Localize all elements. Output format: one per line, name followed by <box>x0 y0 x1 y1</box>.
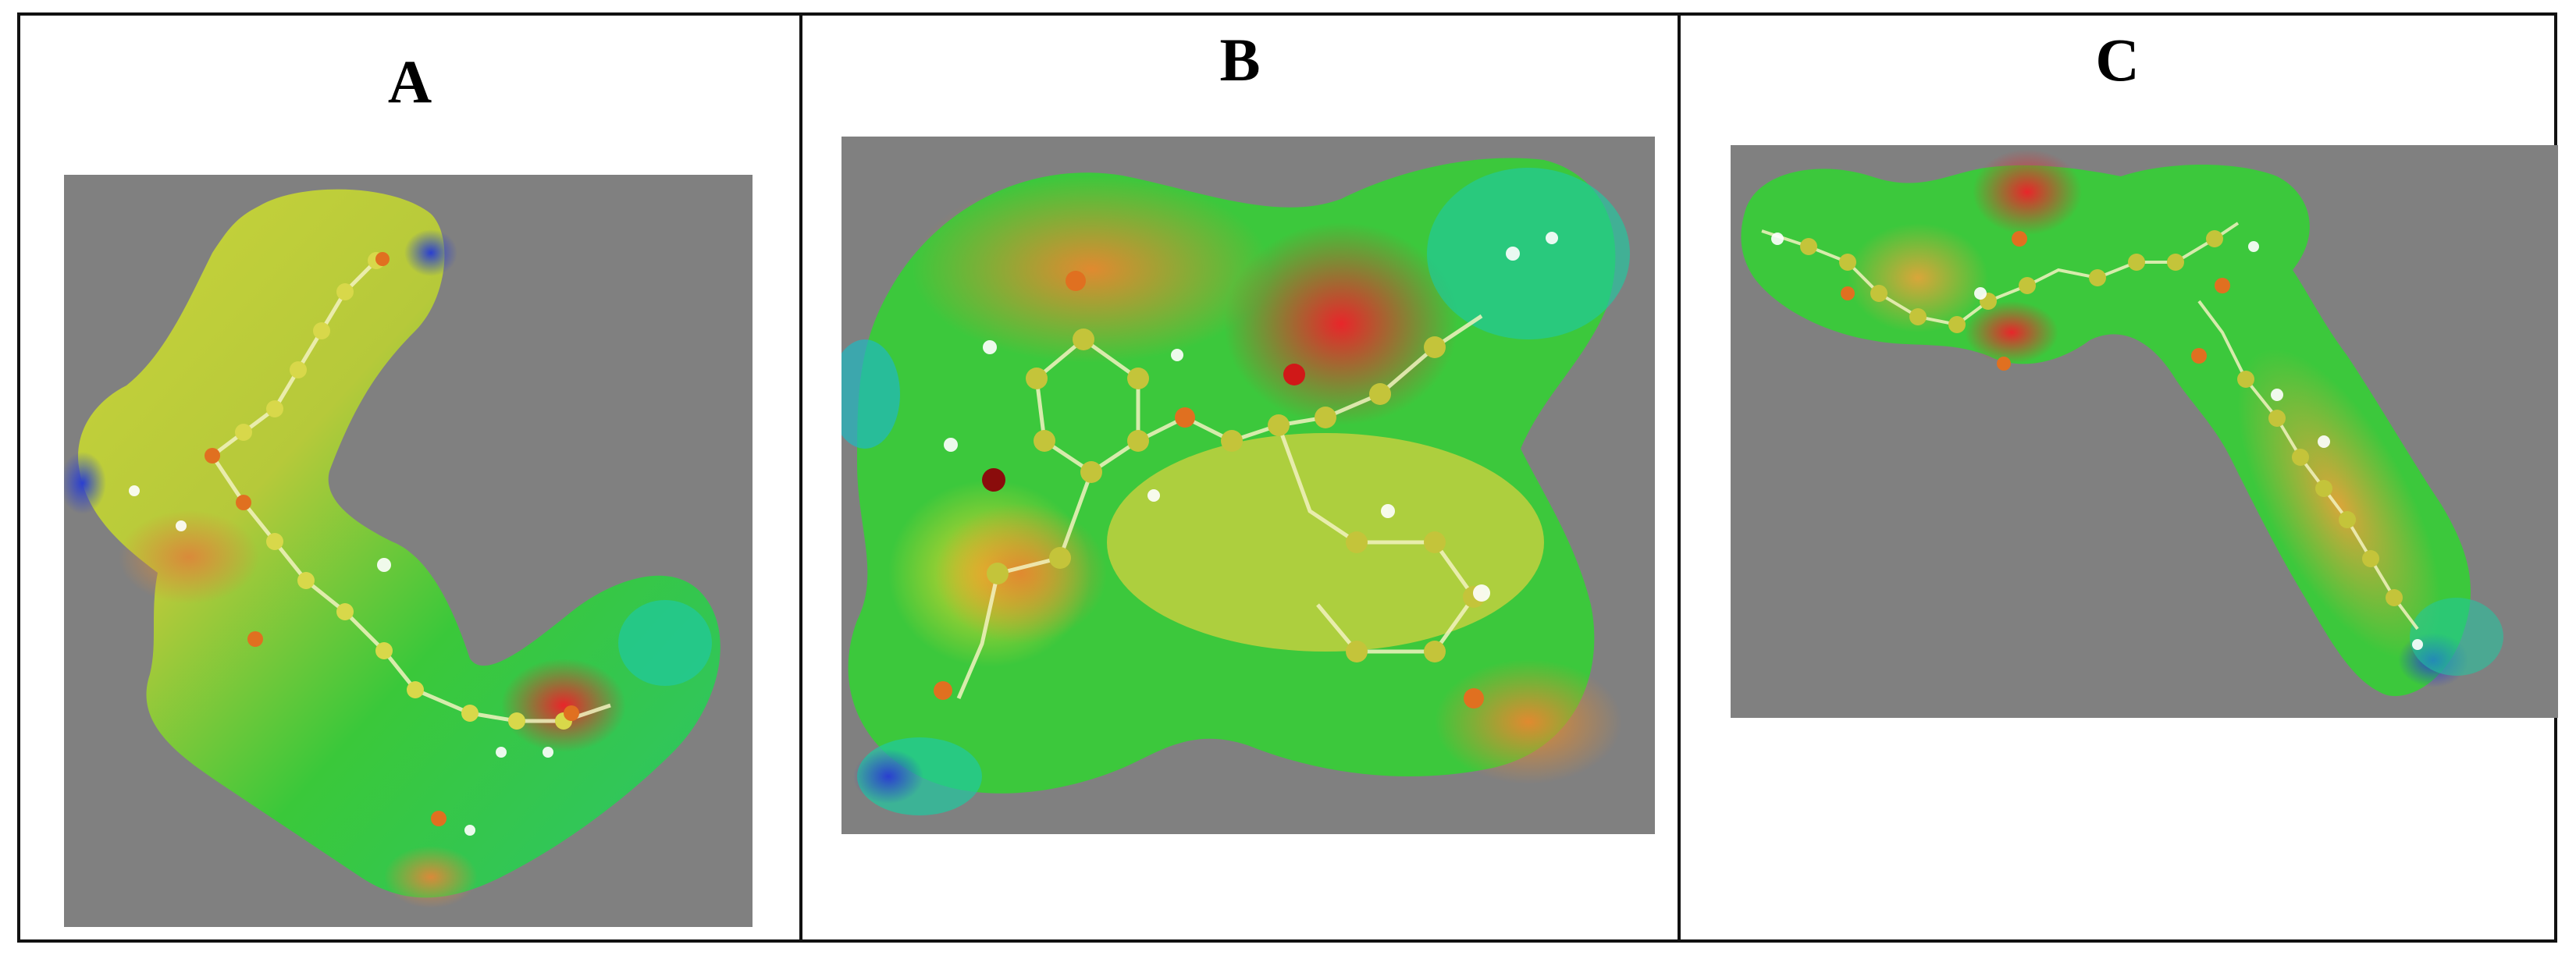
panel-a-electrostatic-potential-map <box>64 189 720 908</box>
panel-c-electrostatic-potential-map <box>1741 149 2503 697</box>
panel-b-molecule-viewport <box>841 137 1655 834</box>
panel-a-molecule-viewport <box>64 175 753 927</box>
panel-c-label: C <box>2095 26 2140 94</box>
panel-a-label: A <box>387 48 432 115</box>
panel-b: B <box>802 16 1681 939</box>
panel-b-electrostatic-potential-map <box>841 158 1630 815</box>
figure-frame: A <box>17 12 2558 943</box>
panel-a: A <box>20 16 802 939</box>
panel-c: C <box>1681 16 2558 939</box>
panel-b-label: B <box>1219 26 1261 94</box>
panel-c-molecule-viewport <box>1731 145 2558 718</box>
